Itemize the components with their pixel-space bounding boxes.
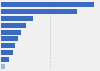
Bar — [1, 23, 26, 28]
Bar — [1, 57, 9, 62]
Bar — [1, 50, 13, 55]
Bar — [1, 36, 18, 41]
Bar — [1, 16, 33, 21]
Bar — [1, 43, 15, 48]
Bar — [1, 30, 21, 35]
Bar — [1, 2, 94, 7]
Bar — [1, 64, 5, 69]
Bar — [1, 9, 77, 14]
